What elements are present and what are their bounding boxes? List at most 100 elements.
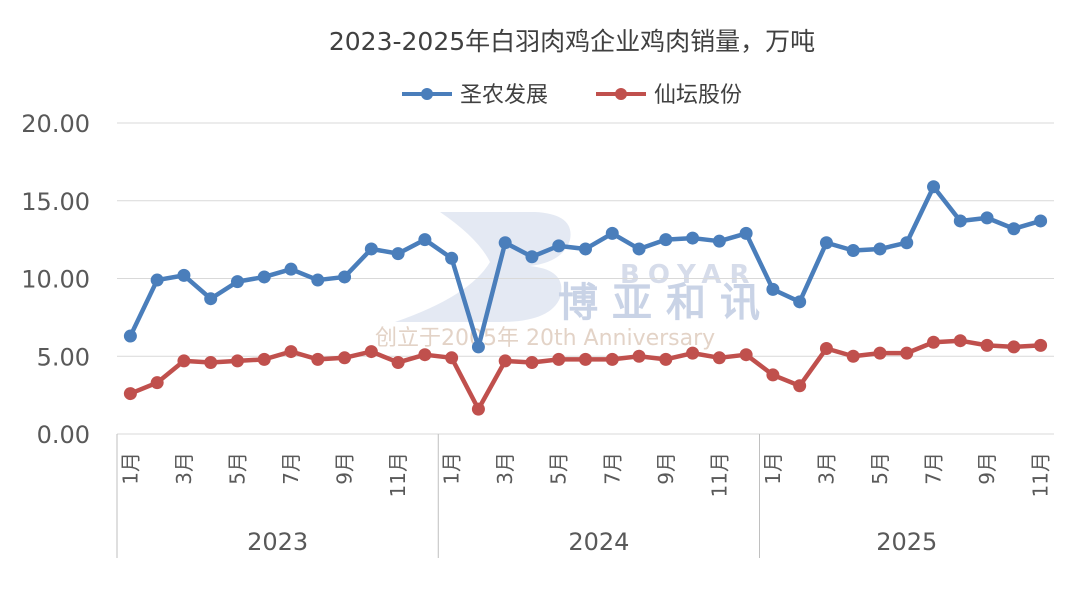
- legend-item-shengnong[interactable]: 圣农发展: [402, 83, 548, 108]
- data-point: [525, 355, 539, 369]
- y-tick-label: 10.00: [21, 266, 90, 294]
- data-point: [230, 354, 244, 368]
- year-label: 2024: [568, 528, 629, 556]
- data-point: [123, 329, 137, 343]
- data-point: [445, 351, 459, 365]
- x-tick-label: 1月: [761, 452, 785, 485]
- data-point: [739, 226, 753, 240]
- legend-marker-shengnong: [421, 88, 433, 100]
- data-point: [364, 345, 378, 359]
- data-point: [686, 346, 700, 360]
- data-point: [418, 233, 432, 247]
- data-point: [927, 335, 941, 349]
- data-point: [900, 236, 914, 250]
- data-point: [391, 247, 405, 261]
- data-point: [900, 346, 914, 360]
- data-point: [338, 270, 352, 284]
- data-point: [605, 352, 619, 366]
- data-point: [257, 270, 271, 284]
- x-tick-label: 5月: [225, 452, 249, 485]
- x-tick-label: 9月: [333, 452, 357, 485]
- data-point: [980, 211, 994, 225]
- data-point: [659, 233, 673, 247]
- x-axis: 1月 3月 5月 7月 9月 11月 2023 1月 3月 5月 7月 9月 11月 2024 1月 3月 5月…: [116, 434, 1053, 558]
- data-point: [766, 282, 780, 296]
- data-point: [873, 346, 887, 360]
- data-point: [953, 334, 967, 348]
- legend-marker-xiantan: [615, 88, 627, 100]
- data-point: [284, 262, 298, 276]
- y-tick-label: 15.00: [21, 188, 90, 216]
- x-tick-label: 9月: [975, 452, 999, 485]
- data-point: [150, 273, 164, 287]
- x-tick-label: 1月: [118, 452, 142, 485]
- legend-label-xiantan: 仙坛股份: [654, 83, 742, 108]
- data-point: [391, 355, 405, 369]
- y-axis: 0.00 5.00 10.00 15.00 20.00: [21, 110, 90, 449]
- data-point: [498, 354, 512, 368]
- data-point: [632, 349, 646, 363]
- data-point: [338, 351, 352, 365]
- data-point: [1007, 340, 1021, 354]
- series-xiantan: [123, 334, 1048, 416]
- legend: 圣农发展 仙坛股份: [402, 83, 742, 108]
- watermark: BOYAR 博亚和讯 创立于2005年 20th Anniversary: [375, 212, 774, 351]
- data-point: [712, 351, 726, 365]
- x-tick-label: 9月: [654, 452, 678, 485]
- data-point: [150, 376, 164, 390]
- legend-item-xiantan[interactable]: 仙坛股份: [596, 83, 742, 108]
- data-point: [739, 348, 753, 362]
- data-point: [686, 231, 700, 245]
- year-label: 2025: [876, 528, 937, 556]
- watermark-logo-cn: 博亚和讯: [558, 280, 774, 326]
- data-point: [418, 348, 432, 362]
- chart-title: 2023-2025年白羽肉鸡企业鸡肉销量，万吨: [329, 27, 815, 56]
- x-tick-label: 1月: [440, 452, 464, 485]
- data-point: [766, 368, 780, 382]
- y-tick-label: 20.00: [21, 110, 90, 138]
- x-tick-label: 5月: [868, 452, 892, 485]
- data-point: [311, 352, 325, 366]
- data-point: [552, 239, 566, 253]
- series-shengnong: [123, 180, 1048, 354]
- data-point: [498, 236, 512, 250]
- data-point: [204, 355, 218, 369]
- data-point: [471, 340, 485, 354]
- watermark-logo-en: BOYAR: [620, 260, 757, 290]
- data-point: [819, 341, 833, 355]
- data-point: [123, 387, 137, 401]
- x-tick-label: 3月: [172, 452, 196, 485]
- data-point: [471, 402, 485, 416]
- x-tick-label: 11月: [1029, 452, 1053, 497]
- data-point: [793, 379, 807, 393]
- data-point: [230, 275, 244, 289]
- watermark-tagline: 创立于2005年 20th Anniversary: [375, 326, 715, 351]
- data-point: [364, 242, 378, 256]
- data-point: [1007, 222, 1021, 236]
- data-point: [846, 349, 860, 363]
- data-point: [632, 242, 646, 256]
- x-tick-label: 7月: [600, 452, 624, 485]
- x-tick-label: 11月: [386, 452, 410, 497]
- legend-label-shengnong: 圣农发展: [460, 83, 548, 108]
- data-point: [659, 352, 673, 366]
- x-tick-label: 7月: [279, 452, 303, 485]
- data-point: [927, 180, 941, 194]
- data-point: [177, 354, 191, 368]
- data-point: [793, 295, 807, 309]
- data-point: [177, 268, 191, 282]
- data-point: [1034, 214, 1048, 228]
- data-point: [552, 352, 566, 366]
- data-point: [257, 352, 271, 366]
- data-point: [284, 345, 298, 359]
- x-tick-label: 3月: [814, 452, 838, 485]
- data-point: [1034, 338, 1048, 352]
- data-point: [980, 338, 994, 352]
- data-point: [579, 352, 592, 366]
- x-tick-label: 3月: [493, 452, 517, 485]
- data-point: [873, 242, 887, 256]
- data-point: [846, 244, 860, 258]
- data-point: [445, 251, 459, 265]
